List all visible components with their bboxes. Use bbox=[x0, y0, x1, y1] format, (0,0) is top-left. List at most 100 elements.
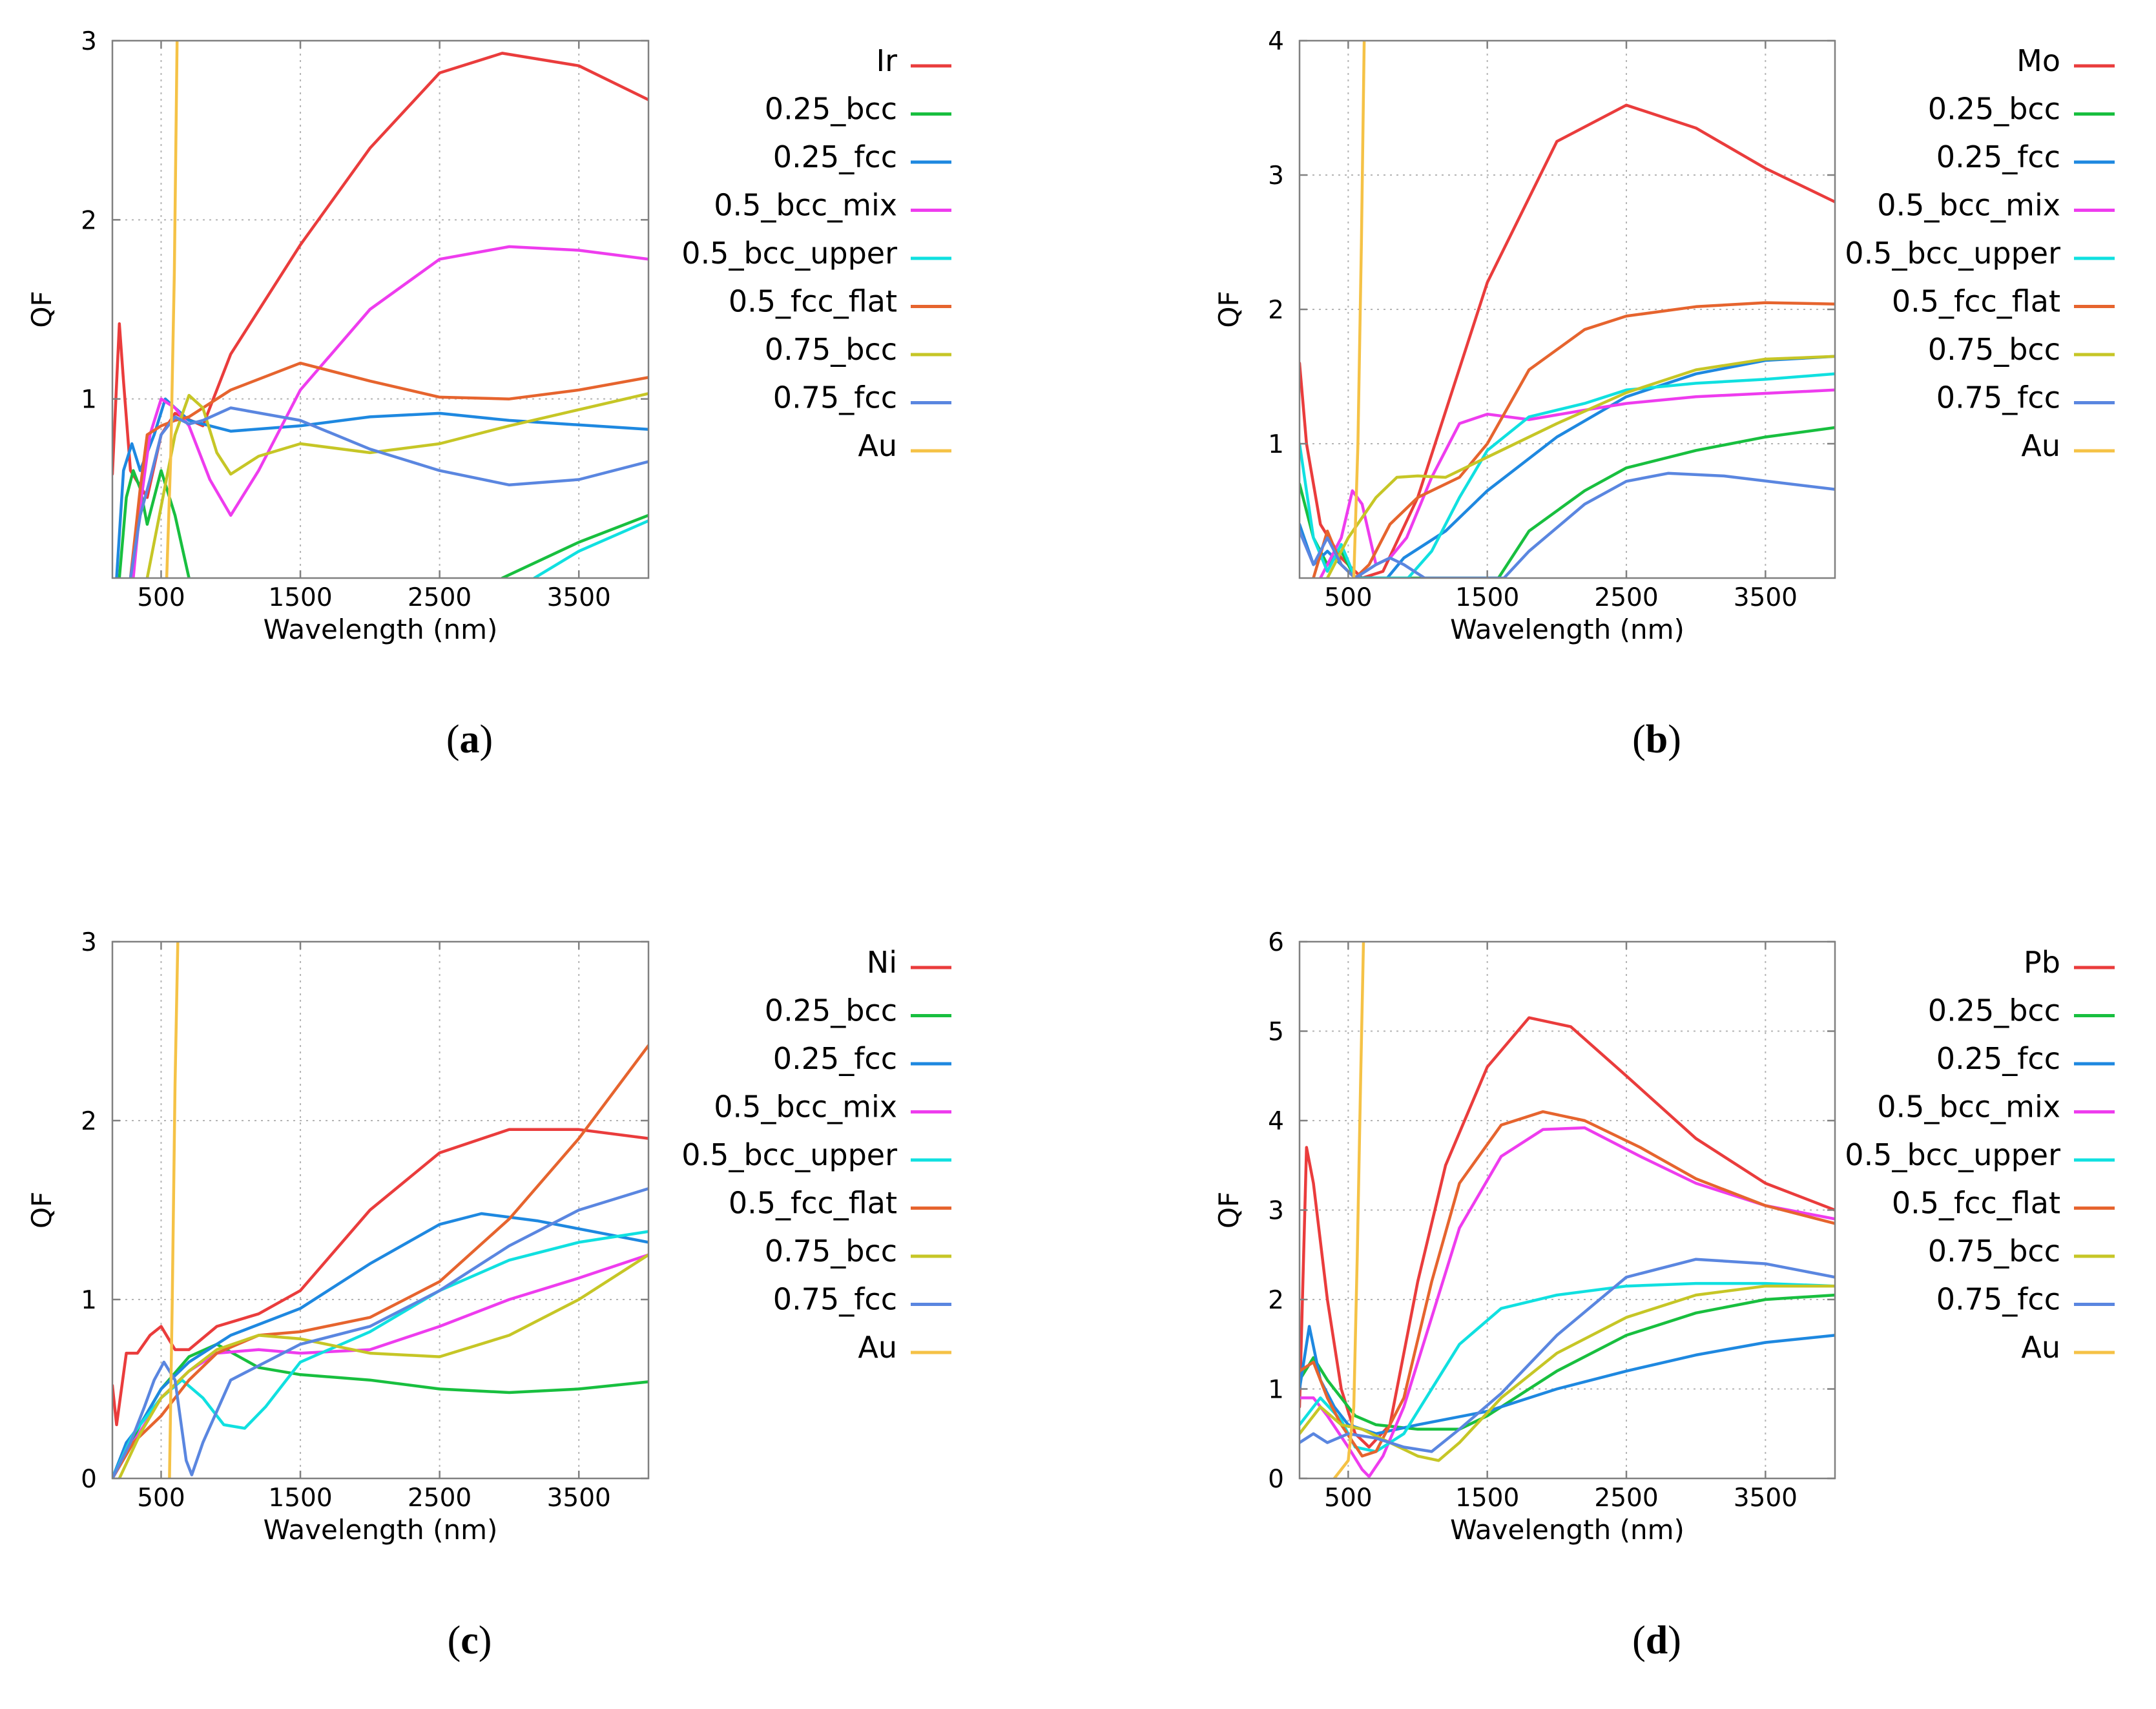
series-group bbox=[112, 41, 648, 578]
panel-caption: (a) bbox=[446, 718, 493, 761]
legend-label: 0.25_bcc bbox=[765, 993, 897, 1028]
legend-label: 0.75_bcc bbox=[1928, 1234, 2060, 1269]
series-line-0-25-fcc bbox=[115, 397, 648, 578]
y-tick-label: 4 bbox=[1268, 27, 1284, 56]
y-tick-label: 3 bbox=[1268, 161, 1284, 191]
legend-label: 0.75_fcc bbox=[773, 380, 897, 415]
series-line-0-5-fcc-flat bbox=[129, 361, 648, 578]
series-line-Pb bbox=[1300, 1016, 1835, 1449]
legend: Ir 0.25_bcc 0.25_fcc 0.5_bcc_mix 0.5_bcc_upp… bbox=[681, 43, 951, 463]
caption-close: ) bbox=[1668, 1619, 1681, 1662]
legend-label: 0.75_bcc bbox=[765, 332, 897, 367]
legend-label: 0.25_bcc bbox=[765, 92, 897, 127]
y-tick-label: 1 bbox=[1268, 1376, 1284, 1405]
legend-label: 0.5_bcc_mix bbox=[714, 1090, 897, 1124]
x-tick-label: 2500 bbox=[1594, 583, 1658, 612]
caption-open: ( bbox=[448, 1619, 461, 1662]
y-tick-label: 4 bbox=[1268, 1107, 1284, 1136]
y-tick-label: 3 bbox=[81, 27, 97, 56]
legend-label: 0.5_bcc_upper bbox=[681, 1137, 897, 1172]
series-line-0-5-fcc-flat bbox=[1312, 301, 1835, 578]
legend-label: 0.75_fcc bbox=[1936, 1282, 2060, 1317]
y-tick-label: 3 bbox=[1268, 1197, 1284, 1226]
x-tick-label: 1500 bbox=[1455, 1484, 1519, 1513]
series-line-0-25-bcc bbox=[1300, 1293, 1835, 1431]
series-line-Ni bbox=[112, 1128, 648, 1427]
series-group bbox=[112, 942, 648, 1478]
chart-panel-b: 500 1500 2500 3500 1 2 3 4 Wavelength (nm) QF Mo 0.… bbox=[1213, 27, 2115, 761]
legend-label: 0.5_fcc_flat bbox=[729, 284, 897, 319]
y-tick-label: 0 bbox=[1268, 1465, 1284, 1494]
x-tick-label: 500 bbox=[1324, 583, 1372, 612]
series-line-0-5-bcc-upper bbox=[1300, 372, 1835, 578]
caption-close: ) bbox=[479, 1619, 492, 1662]
legend-label: Mo bbox=[2016, 43, 2060, 78]
series-group bbox=[1300, 942, 1835, 1478]
x-axis-label: Wavelength (nm) bbox=[264, 614, 498, 645]
x-tick-label: 1500 bbox=[268, 583, 332, 612]
y-tick-label: 2 bbox=[1268, 296, 1284, 325]
series-line-0-5-bcc-mix bbox=[132, 245, 648, 578]
legend-label: 0.25_fcc bbox=[1936, 140, 2060, 174]
legend-label: 0.5_bcc_upper bbox=[1845, 1137, 2060, 1172]
legend-label: 0.5_fcc_flat bbox=[1892, 284, 2060, 319]
legend-label: 0.75_fcc bbox=[773, 1282, 897, 1317]
legend-label: Ir bbox=[876, 43, 898, 78]
legend-label: Au bbox=[858, 1330, 897, 1365]
series-line-0-25-fcc bbox=[1300, 355, 1835, 578]
y-tick-label: 1 bbox=[81, 386, 97, 415]
plot-frame bbox=[1298, 39, 1836, 579]
x-tick-label: 500 bbox=[1324, 1484, 1372, 1513]
y-tick-label: 2 bbox=[81, 1107, 97, 1136]
legend-label: 0.75_bcc bbox=[1928, 332, 2060, 367]
x-axis-label: Wavelength (nm) bbox=[264, 1514, 498, 1546]
series-line-0-25-fcc bbox=[1300, 1325, 1835, 1436]
legend-label: 0.5_bcc_mix bbox=[714, 188, 897, 223]
y-tick-label: 6 bbox=[1268, 928, 1284, 957]
panel-caption: (d) bbox=[1632, 1619, 1681, 1662]
chart-panel-a: 500 1500 2500 3500 1 2 3 Wavelength (nm) QF Ir 0.2… bbox=[26, 27, 951, 761]
series-line-0-75-fcc bbox=[129, 406, 648, 578]
caption-letter: d bbox=[1646, 1619, 1668, 1662]
legend-label: 0.5_bcc_mix bbox=[1877, 1090, 2060, 1124]
series-line-0-75-bcc bbox=[145, 392, 648, 578]
chart-panel-c: 500 1500 2500 3500 0 1 2 3 Wavelength (nm) QF Ni 0.… bbox=[26, 928, 951, 1662]
series-line-0-5-bcc-upper bbox=[532, 519, 648, 578]
caption-letter: a bbox=[460, 718, 480, 761]
panel-caption: (c) bbox=[448, 1619, 492, 1662]
y-tick-label: 1 bbox=[81, 1286, 97, 1315]
caption-close: ) bbox=[1668, 718, 1681, 761]
series-line-0-75-bcc bbox=[1300, 1284, 1835, 1462]
legend-label: Pb bbox=[2024, 945, 2060, 980]
x-axis-label: Wavelength (nm) bbox=[1450, 1514, 1684, 1546]
y-axis-label: QF bbox=[26, 1192, 57, 1228]
series-line-0-25-bcc bbox=[118, 469, 191, 578]
x-axis-label: Wavelength (nm) bbox=[1450, 614, 1684, 645]
y-tick-label: 3 bbox=[81, 928, 97, 957]
series-line-0-75-fcc bbox=[1300, 471, 1835, 578]
y-tick-label: 2 bbox=[1268, 1286, 1284, 1315]
plot-frame bbox=[111, 940, 650, 1480]
y-tick-label: 5 bbox=[1268, 1018, 1284, 1047]
caption-open: ( bbox=[446, 718, 460, 761]
x-tick-label: 2500 bbox=[1594, 1484, 1658, 1513]
y-tick-label: 1 bbox=[1268, 430, 1284, 459]
x-tick-label: 500 bbox=[137, 583, 185, 612]
series-line-0-5-fcc-flat bbox=[1300, 1110, 1835, 1458]
x-tick-label: 3500 bbox=[547, 583, 611, 612]
legend-label: 0.5_bcc_upper bbox=[1845, 236, 2060, 271]
legend-label: 0.25_fcc bbox=[773, 1041, 897, 1076]
y-axis-label: QF bbox=[1213, 291, 1245, 327]
legend-label: 0.25_bcc bbox=[1928, 993, 2060, 1028]
caption-close: ) bbox=[480, 718, 493, 761]
series-group bbox=[1300, 41, 1835, 578]
legend-label: 0.5_fcc_flat bbox=[1892, 1186, 2060, 1221]
plot-frame bbox=[111, 39, 650, 579]
caption-open: ( bbox=[1632, 1619, 1646, 1662]
legend: Mo 0.25_bcc 0.25_fcc 0.5_bcc_mix 0.5_bcc_upp… bbox=[1845, 43, 2115, 463]
caption-letter: c bbox=[461, 1619, 479, 1662]
series-line-Ir bbox=[112, 52, 648, 499]
caption-letter: b bbox=[1646, 718, 1668, 761]
caption-open: ( bbox=[1632, 718, 1646, 761]
